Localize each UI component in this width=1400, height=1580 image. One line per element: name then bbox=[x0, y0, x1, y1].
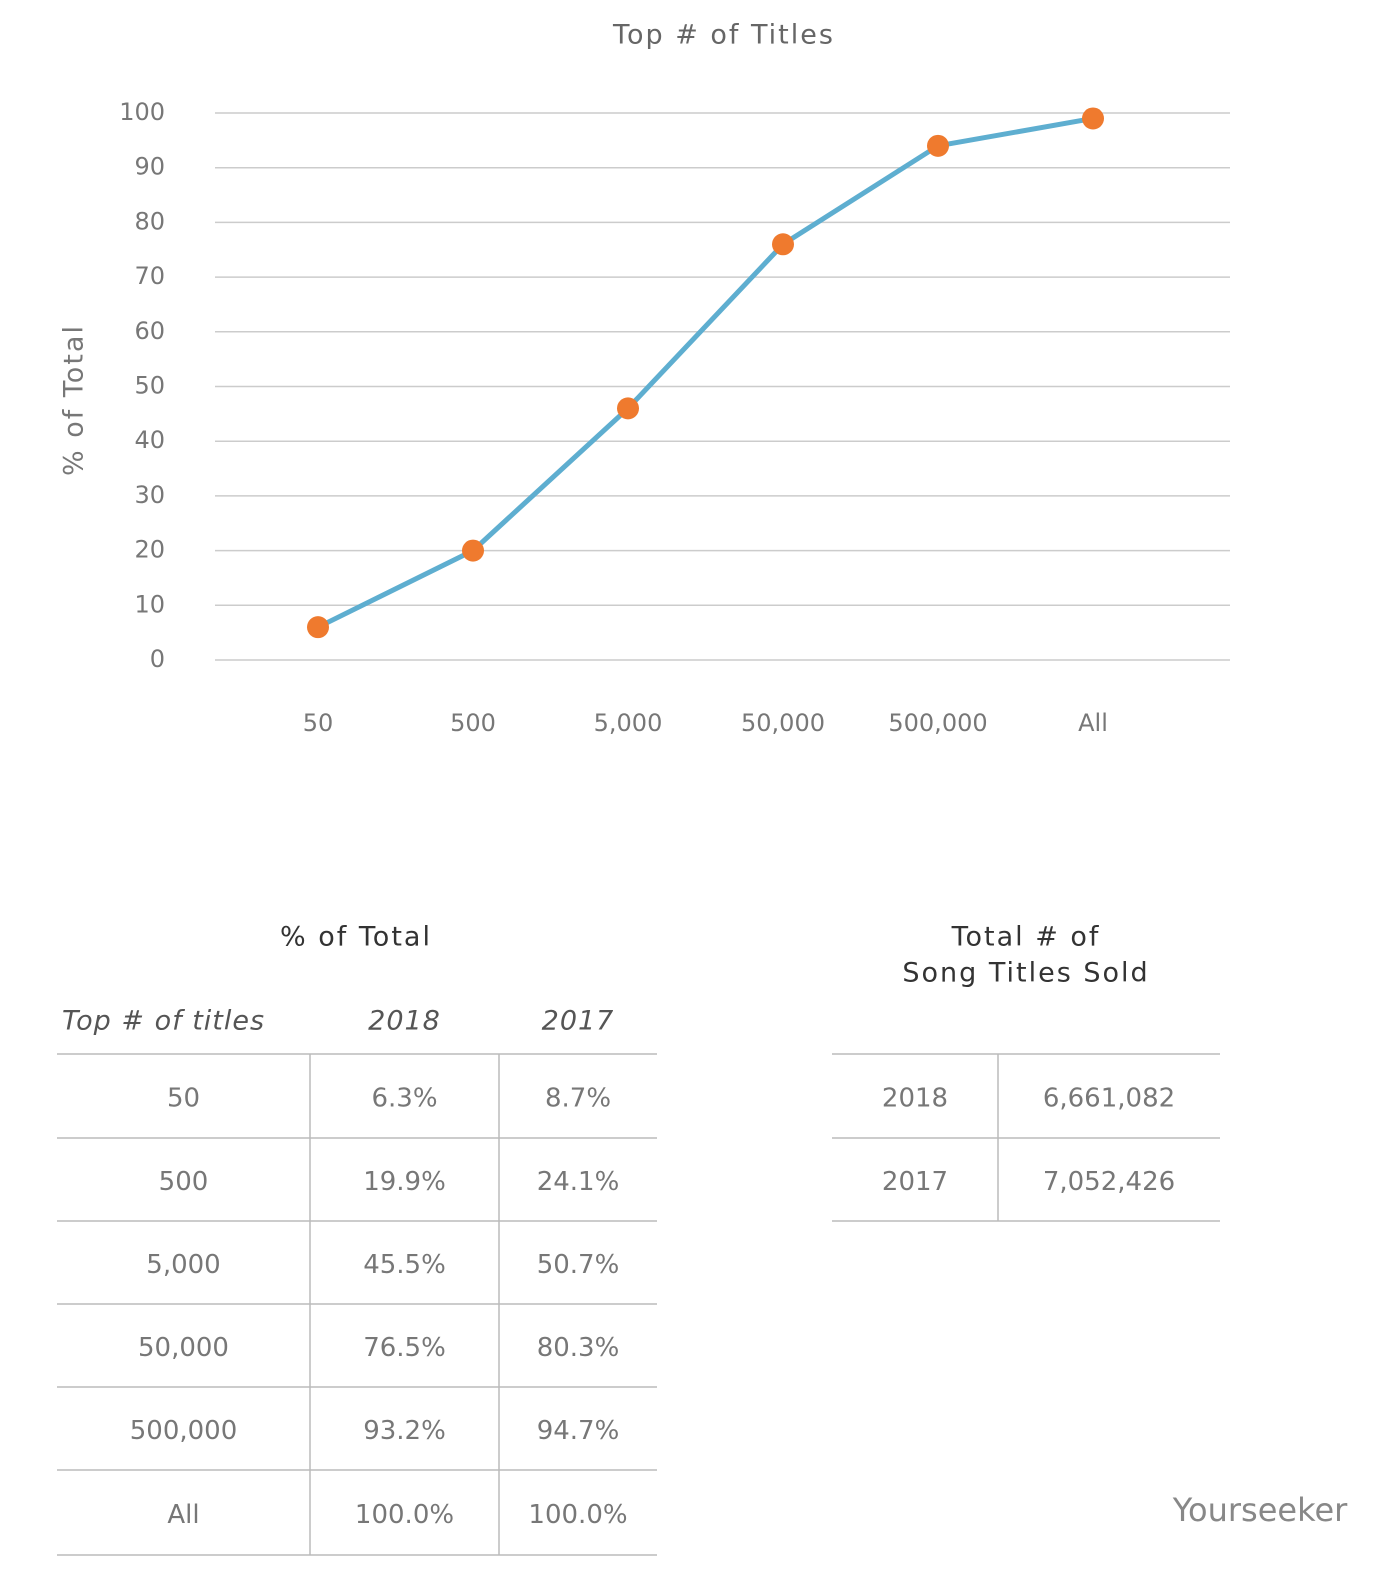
y-tick-label: 90 bbox=[134, 153, 165, 181]
y-tick-label: 10 bbox=[134, 590, 165, 618]
table-cell: 50.7% bbox=[537, 1250, 620, 1280]
watermark: Yourseeker bbox=[1172, 1491, 1348, 1529]
table-title: % of Total bbox=[280, 922, 432, 953]
table-cell: All bbox=[167, 1500, 199, 1530]
table-cell: 7,052,426 bbox=[1043, 1167, 1175, 1197]
y-tick-label: 30 bbox=[134, 481, 165, 509]
table-cell: 8.7% bbox=[545, 1084, 611, 1114]
data-line bbox=[316, 116, 1094, 630]
table-cell: 500,000 bbox=[130, 1416, 238, 1446]
table-cell: 94.7% bbox=[537, 1416, 620, 1446]
table-cell: 6.3% bbox=[371, 1084, 437, 1114]
table-cell: 500 bbox=[159, 1167, 209, 1197]
table-cell: 24.1% bbox=[537, 1167, 620, 1197]
table-title: Total # of bbox=[951, 922, 1101, 953]
data-point bbox=[927, 134, 949, 157]
y-tick-label: 80 bbox=[134, 207, 165, 235]
data-point bbox=[307, 616, 329, 639]
x-tick-label: 50,000 bbox=[741, 709, 825, 737]
y-tick-label: 40 bbox=[134, 426, 165, 454]
y-tick-label: 70 bbox=[134, 262, 165, 290]
data-point bbox=[617, 397, 639, 420]
table-cell: 100.0% bbox=[528, 1500, 627, 1530]
y-tick-label: 20 bbox=[134, 536, 165, 564]
table-cell: 2017 bbox=[882, 1167, 948, 1197]
data-point bbox=[462, 539, 484, 562]
table-title: Song Titles Sold bbox=[902, 958, 1149, 989]
table-cell: 19.9% bbox=[363, 1167, 446, 1197]
table-cell: 5,000 bbox=[146, 1250, 220, 1280]
table-header: 2018 bbox=[368, 1006, 441, 1037]
y-tick-label: 60 bbox=[134, 317, 165, 345]
table-header: Top # of titles bbox=[62, 1006, 265, 1037]
x-tick-label: 5,000 bbox=[594, 709, 663, 737]
y-axis-label: % of Total bbox=[59, 324, 90, 476]
x-tick-label: 500,000 bbox=[888, 709, 987, 737]
table-cell: 45.5% bbox=[363, 1250, 446, 1280]
y-tick-label: 0 bbox=[150, 645, 165, 673]
table-cell: 80.3% bbox=[537, 1333, 620, 1363]
table-header: 2017 bbox=[542, 1006, 615, 1037]
table-cell: 50,000 bbox=[138, 1333, 229, 1363]
table-cell: 93.2% bbox=[363, 1416, 446, 1446]
x-tick-label: 500 bbox=[450, 709, 496, 737]
y-tick-label: 50 bbox=[134, 372, 165, 400]
table-cell: 2018 bbox=[882, 1084, 948, 1114]
table-cell: 100.0% bbox=[355, 1500, 454, 1530]
x-tick-label: All bbox=[1078, 709, 1108, 737]
table-cell: 76.5% bbox=[363, 1333, 446, 1363]
x-tick-label: 50 bbox=[303, 709, 334, 737]
chart-title: Top # of Titles bbox=[612, 20, 835, 51]
table-cell: 50 bbox=[167, 1084, 200, 1114]
table-cell: 6,661,082 bbox=[1043, 1084, 1175, 1114]
data-point bbox=[1082, 107, 1104, 130]
y-tick-label: 100 bbox=[119, 98, 165, 126]
data-point bbox=[772, 233, 794, 256]
